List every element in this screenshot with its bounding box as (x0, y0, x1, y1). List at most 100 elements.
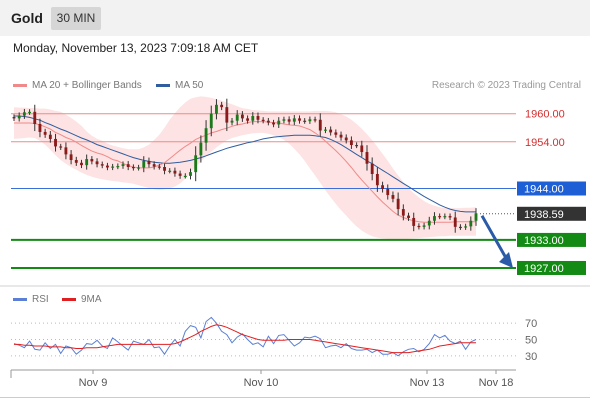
candle-body (178, 173, 182, 176)
candle (59, 143, 63, 150)
candle-body (48, 134, 52, 139)
candle (287, 116, 291, 125)
candle (313, 116, 317, 123)
candle-body (334, 132, 338, 135)
ma20-line (14, 121, 476, 223)
candle-body (453, 217, 457, 227)
candle (381, 181, 384, 193)
candle (209, 105, 213, 137)
candle-body (360, 145, 364, 153)
candle-body (256, 116, 260, 120)
candle-body (54, 138, 57, 147)
candle-body (313, 119, 317, 121)
candle (344, 134, 348, 144)
candle-body (370, 163, 374, 175)
candle-body (339, 134, 343, 138)
candle-body (355, 145, 359, 147)
candle-body (12, 116, 16, 119)
candle (453, 211, 457, 233)
level-label-2: 1944.00 (524, 184, 564, 196)
candle (220, 101, 224, 111)
candle (183, 173, 187, 179)
candle (391, 191, 395, 203)
candle (308, 116, 312, 124)
candle (106, 162, 109, 171)
x-tick-label: Nov 18 (479, 377, 514, 389)
candle-body (204, 128, 208, 143)
rsi-tick-label: 70 (525, 318, 537, 330)
candle-body (64, 147, 68, 155)
candle (407, 212, 410, 221)
candle (246, 115, 250, 124)
candle-body (189, 172, 192, 176)
candle (298, 115, 301, 124)
candle (137, 164, 141, 171)
level-box-4 (517, 260, 586, 275)
candle-body (469, 220, 473, 227)
candle (339, 131, 343, 141)
candle-body (349, 140, 353, 146)
candle-body (298, 118, 301, 121)
timeframe-button[interactable]: 30 MIN (51, 7, 101, 30)
candle (74, 156, 78, 166)
candle (292, 115, 296, 125)
candle (355, 142, 359, 149)
legend-rsi-label: RSI (32, 294, 49, 305)
candle-body (458, 226, 462, 229)
candle (272, 119, 275, 128)
legend-9ma: 9MA (62, 294, 102, 305)
candle-body (407, 215, 410, 218)
candle (116, 163, 120, 170)
candle-body (324, 129, 327, 131)
level-label-0: 1960.00 (525, 109, 565, 121)
candle (80, 159, 83, 169)
candle (126, 161, 130, 171)
candle-body (100, 164, 104, 166)
candle-body (417, 225, 421, 228)
candle-body (266, 120, 270, 123)
candle (240, 111, 244, 122)
candle-body (142, 160, 146, 168)
candle (360, 140, 364, 157)
candle-body (163, 166, 166, 171)
rsi-tick-label: 50 (525, 335, 537, 347)
candle-body (438, 216, 442, 218)
candle-body (318, 119, 322, 131)
candle (458, 224, 462, 230)
candle-body (292, 118, 296, 122)
candle-body (33, 111, 37, 124)
candle (349, 136, 353, 149)
candle-body (183, 175, 187, 178)
candle (225, 98, 229, 132)
candle-body (282, 119, 286, 121)
symbol-title: Gold (11, 10, 43, 26)
candle-body (365, 152, 369, 164)
timestamp: Monday, November 13, 2023 7:09:18 AM CET (13, 41, 259, 55)
candle-body (157, 166, 161, 168)
candle-body (121, 164, 125, 167)
candle-body (137, 167, 141, 169)
candle (282, 116, 286, 124)
candle-body (126, 164, 130, 167)
candle (121, 161, 125, 169)
x-tick-label: Nov 10 (244, 377, 279, 389)
candle-body (427, 220, 431, 226)
candle (370, 157, 374, 181)
last-price-label: 1938.59 (524, 209, 564, 221)
candle-body (448, 216, 452, 218)
candle (54, 133, 57, 152)
candle (464, 223, 468, 230)
candle (100, 161, 104, 169)
candle (251, 112, 255, 125)
candle (365, 145, 369, 171)
candle-body (225, 107, 229, 123)
candle-body (261, 119, 265, 121)
candle (69, 150, 73, 165)
bollinger-band (14, 96, 476, 240)
header-bar: Gold 30 MIN (0, 0, 590, 36)
candle (386, 184, 390, 200)
candle (334, 129, 338, 138)
ma20-swatch (13, 83, 27, 87)
legend-ma50-label: MA 50 (175, 80, 204, 91)
rsi-swatch (13, 297, 27, 301)
